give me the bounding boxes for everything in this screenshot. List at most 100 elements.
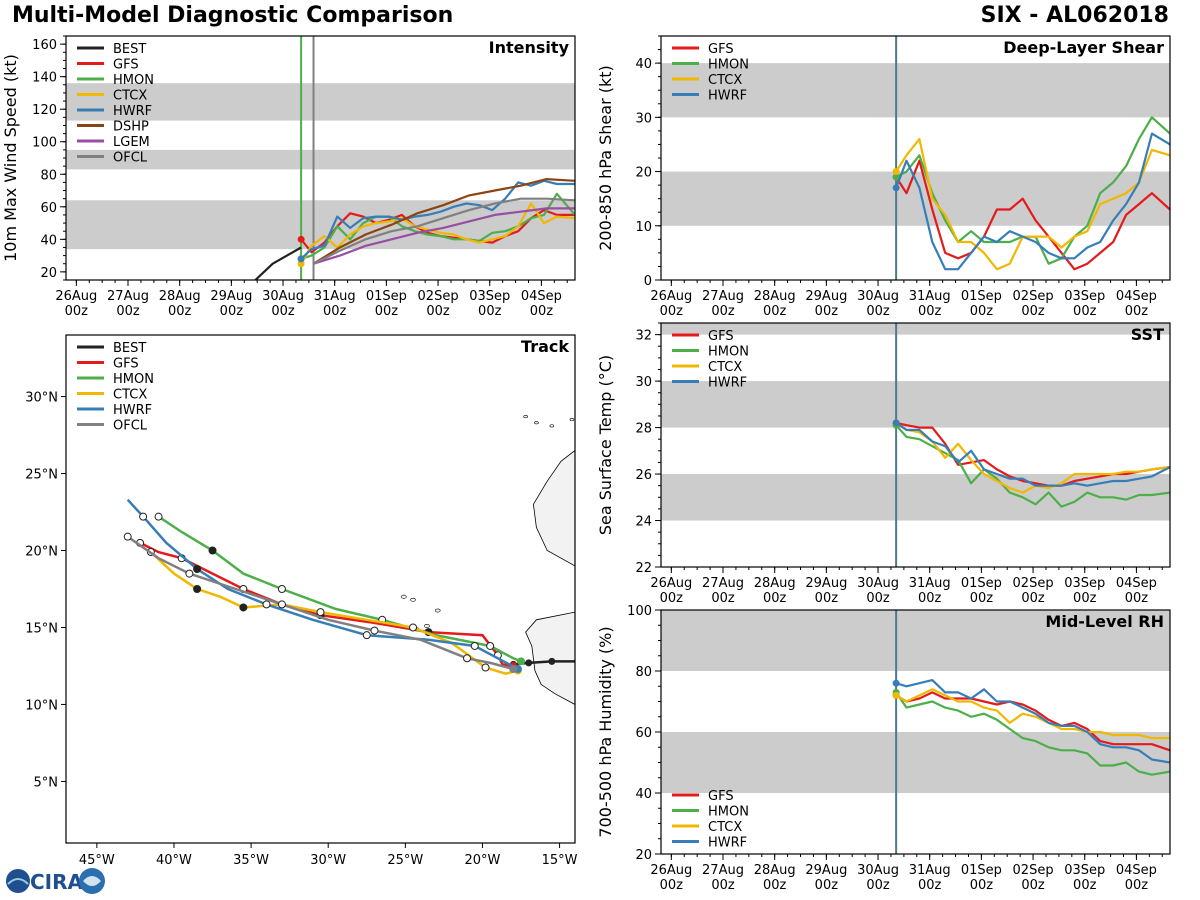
- rh-series-start-ctcx: [892, 691, 900, 699]
- intensity-panel: 2040608010012014016026Aug00z27Aug00z28Au…: [1, 35, 576, 319]
- intensity-ytick-label: 160: [32, 38, 57, 53]
- cape-verde-island-1: [424, 624, 430, 628]
- track-xtick-label: 30°W: [310, 853, 346, 868]
- track-axes-frame: [65, 334, 576, 844]
- intensity-xtick-day: 31Aug: [314, 289, 356, 304]
- rh-panel: 2040608010026Aug00z27Aug00z28Aug00z29Aug…: [596, 604, 1171, 893]
- sst-ytick-label: 24: [635, 515, 652, 530]
- sst-panel: 22242628303226Aug00z27Aug00z28Aug00z29Au…: [596, 322, 1171, 606]
- rh-series-hmon: [895, 691, 1170, 776]
- cira-logo: CIRA: [4, 866, 108, 896]
- rh-xtick-hour: 00z: [711, 878, 735, 893]
- track-point-ctcx: [316, 608, 325, 617]
- shear-xtick-day: 30Aug: [857, 289, 899, 304]
- legend-label-ctcx: CTCX: [113, 89, 147, 104]
- sst-xtick-hour: 00z: [918, 591, 942, 606]
- legend-label-ctcx: CTCX: [113, 388, 147, 403]
- sst-xtick-day: 02Sep: [1013, 576, 1054, 591]
- intensity-ytick-label: 80: [40, 168, 57, 183]
- sst-ytick-label: 26: [635, 468, 652, 483]
- rh-ytick-label: 40: [635, 787, 652, 802]
- legend-label-hwrf: HWRF: [113, 104, 152, 119]
- shear-ylabel: 200-850 hPa Shear (kt): [596, 65, 615, 251]
- legend-label-lgem: LGEM: [113, 135, 150, 150]
- sst-xtick-day: 30Aug: [857, 576, 899, 591]
- shear-panel: 01020304026Aug00z27Aug00z28Aug00z29Aug00…: [596, 35, 1171, 319]
- rh-xtick-day: 29Aug: [805, 863, 847, 878]
- intensity-band-1: [66, 149, 575, 170]
- legend-label-ctcx: CTCX: [708, 73, 742, 88]
- rh-xtick-day: 30Aug: [857, 863, 899, 878]
- intensity-xtick-hour: 00z: [375, 304, 399, 319]
- rh-xtick-hour: 00z: [1073, 878, 1097, 893]
- sst-xtick-day: 27Aug: [702, 576, 744, 591]
- legend-label-hwrf: HWRF: [708, 89, 747, 104]
- legend-label-ctcx: CTCX: [708, 360, 742, 375]
- sst-xtick-day: 29Aug: [805, 576, 847, 591]
- sst-xtick-hour: 00z: [970, 591, 994, 606]
- track-panel: 5°N 10°N 15°N 20°N 25°N 30°N 45°W 40°W 35°W 30°W 2…: [25, 334, 578, 868]
- track-ytick-label: 25°N: [25, 468, 58, 483]
- intensity-series-best: [253, 246, 302, 280]
- intensity-xtick-hour: 00z: [530, 304, 554, 319]
- rh-ytick-label: 60: [635, 726, 652, 741]
- track-ytick-label: 5°N: [34, 775, 59, 790]
- sst-plot-area: [661, 323, 1170, 567]
- intensity-series-ofcl: [313, 197, 575, 265]
- track-point-ctcx: [193, 585, 202, 593]
- track-start-ofcl: [509, 665, 518, 674]
- legend-label-hmon: HMON: [113, 73, 154, 88]
- shear-xtick-hour: 00z: [1125, 304, 1149, 319]
- track-point-ofcl: [370, 626, 379, 635]
- shear-series-start-ctcx: [892, 168, 900, 176]
- rh-xtick-hour: 00z: [660, 878, 684, 893]
- intensity-ytick-label: 140: [32, 71, 57, 86]
- shear-xtick-day: 31Aug: [909, 289, 951, 304]
- intensity-xtick-day: 29Aug: [210, 289, 252, 304]
- legend-label-hmon: HMON: [708, 58, 749, 73]
- track-plot-area: [66, 335, 575, 843]
- track-ytick-label: 15°N: [25, 621, 58, 636]
- shear-ytick-label: 0: [644, 274, 652, 289]
- canary-island-0: [549, 424, 555, 428]
- intensity-ylabel: 10m Max Wind Speed (kt): [1, 54, 20, 262]
- track-xtick-label: 45°W: [79, 853, 115, 868]
- shear-xtick-day: 04Sep: [1116, 289, 1157, 304]
- track-ytick-label: 30°N: [25, 391, 58, 406]
- africa-coast-north: [532, 335, 575, 567]
- rh-series-ctcx: [895, 688, 1170, 740]
- intensity-series-start-ctcx: [297, 260, 305, 268]
- intensity-series-lgem: [313, 207, 575, 265]
- track-xtick-label: 25°W: [387, 853, 423, 868]
- rh-xtick-hour: 00z: [763, 878, 787, 893]
- intensity-xtick-hour: 00z: [220, 304, 244, 319]
- track-plot-content: [123, 335, 575, 705]
- sst-ylabel: Sea Surface Temp (°C): [596, 355, 615, 535]
- track-xtick-label: 35°W: [233, 853, 269, 868]
- track-start-hmon: [517, 657, 526, 666]
- intensity-xtick-day: 01Sep: [366, 289, 407, 304]
- shear-xtick-day: 02Sep: [1013, 289, 1054, 304]
- sst-series-hwrf: [895, 421, 1170, 487]
- rh-xtick-hour: 00z: [866, 878, 890, 893]
- track-line-hwrf: [126, 498, 519, 671]
- intensity-xtick-hour: 00z: [426, 304, 450, 319]
- legend-label-hwrf: HWRF: [708, 376, 747, 391]
- intensity-xtick-hour: 00z: [478, 304, 502, 319]
- intensity-plot-content: [66, 36, 575, 280]
- sst-band-0: [661, 474, 1170, 521]
- legend-label-gfs: GFS: [708, 789, 734, 804]
- shear-xtick-day: 03Sep: [1064, 289, 1105, 304]
- rh-xtick-hour: 00z: [970, 878, 994, 893]
- rh-xtick-hour: 00z: [1021, 878, 1045, 893]
- shear-xtick-day: 26Aug: [650, 289, 692, 304]
- track-point-hmon: [154, 512, 163, 521]
- sst-ytick-label: 28: [635, 422, 652, 437]
- rh-xtick-day: 04Sep: [1116, 863, 1157, 878]
- intensity-ytick-label: 40: [40, 233, 57, 248]
- track-ytick-label: 10°N: [25, 698, 58, 713]
- sst-series-ctcx: [895, 421, 1170, 494]
- shear-ytick-label: 40: [635, 57, 652, 72]
- intensity-ytick-label: 20: [40, 266, 57, 281]
